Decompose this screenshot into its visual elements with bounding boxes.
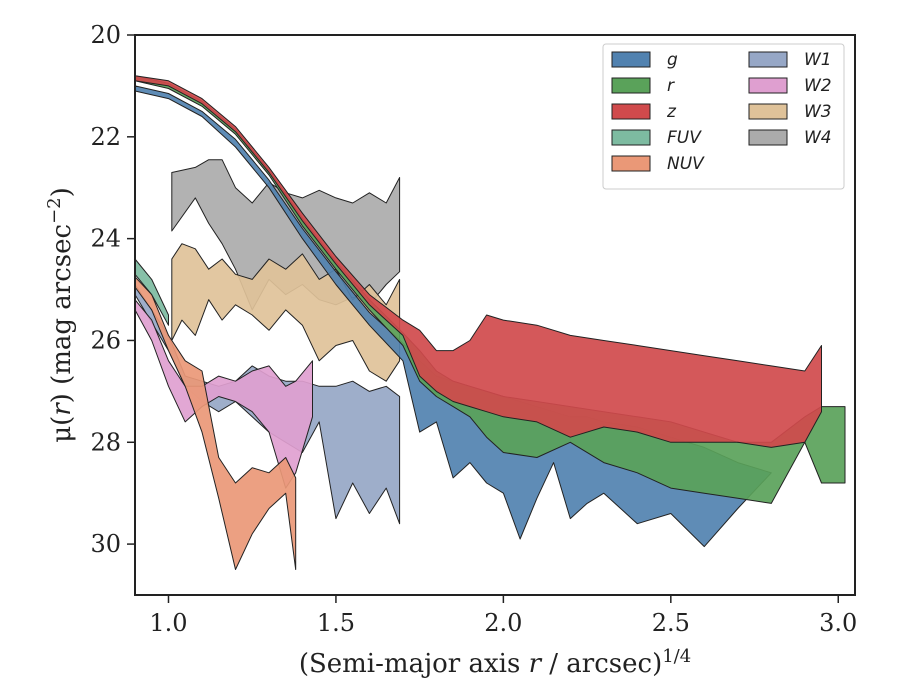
y-tick-label: 22	[90, 123, 121, 151]
y-tick-label: 30	[90, 530, 121, 558]
legend-label-r: r	[667, 76, 675, 96]
legend-swatch-z	[611, 103, 651, 120]
y-axis: 20 22 24 26 28 30	[90, 21, 135, 558]
x-tick-label: 3.0	[819, 609, 857, 637]
x-tick-label: 2.5	[652, 609, 690, 637]
legend-swatch-fuv	[611, 129, 651, 146]
y-tick-label: 20	[90, 21, 121, 49]
legend-swatch-w1	[748, 51, 788, 68]
legend-label-w2: W2	[804, 76, 832, 96]
x-axis-title: (Semi-major axis r / arcsec)1/4	[299, 646, 691, 679]
band-nuv	[134, 276, 297, 570]
legend-swatch-w2	[748, 77, 788, 94]
legend: grz FUV NUV W1 W2 W3 W4	[602, 43, 845, 190]
legend-swatch-r	[611, 77, 651, 94]
legend-swatch-w3	[748, 103, 788, 120]
plot-frame	[134, 34, 856, 596]
x-axis: 1.0 1.5 2.0 2.5 3.0	[149, 595, 857, 637]
legend-label-nuv: NUV	[667, 154, 705, 174]
legend-label-z: z	[666, 102, 677, 122]
y-tick-label: 28	[90, 428, 121, 456]
legend-label-w3: W3	[804, 102, 832, 122]
legend-swatch-nuv	[611, 155, 651, 172]
y-tick-label: 24	[90, 225, 121, 253]
x-tick-label: 1.0	[149, 609, 187, 637]
legend-label-w1: W1	[804, 50, 832, 70]
y-axis-title: μ(r) (mag arcsec−2)	[44, 187, 77, 443]
band-w3	[171, 243, 401, 382]
legend-swatch-g	[611, 51, 651, 68]
x-tick-label: 1.5	[317, 609, 355, 637]
x-tick-label: 2.0	[484, 609, 522, 637]
legend-swatch-w4	[748, 129, 788, 146]
bands-layer	[134, 75, 846, 570]
y-tick-label: 26	[90, 326, 121, 354]
legend-label-g: g	[667, 50, 678, 70]
band-z	[134, 75, 822, 448]
legend-label-w4: W4	[804, 128, 832, 148]
legend-label-fuv: FUV	[667, 128, 702, 148]
